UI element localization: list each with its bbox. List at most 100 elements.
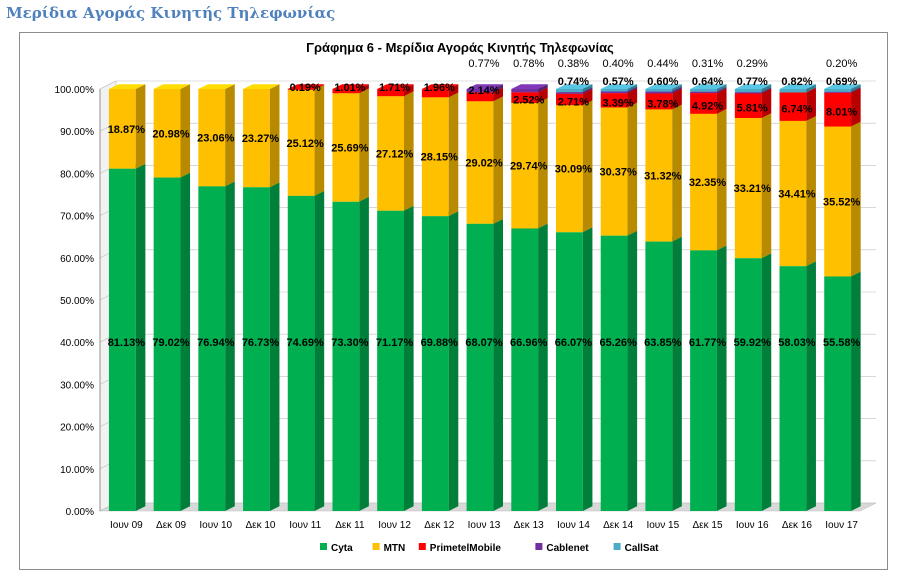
bar-side bbox=[404, 91, 414, 211]
legend-swatch bbox=[613, 543, 621, 550]
bar-segment bbox=[556, 93, 583, 106]
bar-top bbox=[332, 84, 369, 89]
bar-segment bbox=[332, 93, 360, 202]
bar-top bbox=[466, 84, 504, 89]
bar-segment bbox=[421, 216, 449, 512]
bar-segment bbox=[645, 241, 673, 512]
bar-side bbox=[672, 236, 682, 512]
y-tick-label: 30.00% bbox=[60, 380, 94, 391]
bar-segment bbox=[108, 168, 136, 511]
bar-segment bbox=[287, 89, 315, 196]
bar-segment bbox=[824, 276, 852, 511]
data-label: 55.58% bbox=[823, 337, 861, 349]
bar-segment bbox=[377, 210, 404, 511]
bar-top bbox=[153, 84, 191, 89]
bar-side bbox=[582, 84, 593, 93]
data-label: 59.92% bbox=[734, 337, 772, 349]
bar-segment bbox=[243, 89, 270, 188]
y-tick-label: 60.00% bbox=[60, 254, 94, 265]
bar-side bbox=[672, 86, 682, 94]
legend-label: MTN bbox=[384, 543, 406, 554]
data-label: 31.32% bbox=[644, 170, 682, 182]
bar-side bbox=[851, 271, 861, 511]
data-label: 6.74% bbox=[781, 104, 812, 116]
bar-side bbox=[627, 102, 638, 236]
bar-side bbox=[493, 87, 504, 102]
legend-label: Cablenet bbox=[546, 543, 589, 554]
bar-side bbox=[314, 85, 325, 196]
bar-side bbox=[359, 84, 369, 94]
bar-side bbox=[269, 182, 280, 511]
data-label: 0.31% bbox=[692, 58, 723, 70]
data-label: 65.26% bbox=[599, 337, 637, 349]
data-label: 28.15% bbox=[421, 152, 459, 164]
bar-side bbox=[404, 84, 414, 97]
data-label: 23.06% bbox=[197, 133, 235, 145]
bar-side bbox=[538, 84, 548, 93]
bar-side bbox=[851, 87, 861, 127]
x-tick-label: Δεκ 14 bbox=[603, 520, 633, 531]
x-tick-label: Ιουν 10 bbox=[199, 520, 232, 531]
bar-segment bbox=[779, 89, 807, 93]
legend-label: PrimetelMobile bbox=[430, 543, 502, 554]
x-tick-label: Δεκ 16 bbox=[782, 520, 812, 531]
bar-segment bbox=[153, 89, 181, 178]
legend-label: Cyta bbox=[331, 543, 353, 554]
data-label: 61.77% bbox=[689, 337, 727, 349]
bar-side bbox=[627, 88, 638, 108]
x-tick-label: Ιουν 09 bbox=[110, 520, 143, 531]
bar-side bbox=[359, 88, 369, 202]
bar-segment bbox=[198, 89, 226, 187]
x-tick-label: Ιουν 16 bbox=[736, 520, 769, 531]
data-label: 0.38% bbox=[558, 58, 589, 70]
data-label: 66.96% bbox=[510, 337, 548, 349]
data-label: 0.20% bbox=[826, 58, 857, 70]
y-tick-label: 90.00% bbox=[60, 127, 94, 138]
bar-segment bbox=[645, 93, 673, 110]
data-label: 2.52% bbox=[513, 95, 544, 107]
bar-side bbox=[538, 98, 548, 229]
data-label: 1.71% bbox=[379, 82, 410, 94]
data-label: 0.77% bbox=[737, 76, 768, 88]
x-tick-label: Δεκ 13 bbox=[514, 520, 544, 531]
bar-segment bbox=[779, 92, 807, 121]
bar-segment bbox=[645, 91, 673, 94]
x-tick-label: Ιουν 17 bbox=[825, 520, 858, 531]
bar-segment bbox=[734, 92, 762, 94]
bar-segment bbox=[556, 105, 583, 233]
data-label: 8.01% bbox=[826, 107, 857, 119]
bar-side bbox=[314, 84, 325, 90]
bar-side bbox=[225, 181, 235, 512]
gridline-depth bbox=[99, 80, 117, 90]
y-tick-label: 70.00% bbox=[60, 212, 94, 223]
bar-segment bbox=[600, 89, 628, 92]
bar-side bbox=[582, 87, 593, 94]
bar-top bbox=[645, 84, 682, 90]
bar-top bbox=[377, 84, 414, 89]
bar-segment bbox=[779, 266, 807, 511]
bar-segment bbox=[556, 232, 583, 511]
data-label: 32.35% bbox=[689, 177, 727, 189]
bar-side bbox=[493, 218, 504, 512]
bar-side bbox=[582, 227, 593, 512]
bar-segment bbox=[421, 97, 449, 217]
data-label: 58.03% bbox=[778, 337, 816, 349]
bar-segment bbox=[556, 92, 583, 94]
data-label: 73.30% bbox=[331, 337, 369, 349]
bar-top bbox=[198, 84, 235, 89]
data-label: 81.13% bbox=[108, 337, 146, 349]
bar-segment bbox=[511, 102, 539, 229]
data-label: 25.69% bbox=[331, 142, 369, 154]
data-label: 0.29% bbox=[737, 58, 768, 70]
data-label: 1.96% bbox=[424, 82, 455, 94]
bar-side bbox=[806, 84, 816, 93]
bar-side bbox=[761, 88, 772, 118]
bar-side bbox=[806, 87, 816, 121]
bar-top bbox=[779, 84, 816, 89]
bar-segment bbox=[466, 92, 494, 102]
bar-side bbox=[627, 86, 638, 94]
bar-side bbox=[269, 84, 280, 188]
bar-side bbox=[716, 88, 727, 114]
bar-side bbox=[404, 205, 414, 511]
x-tick-label: Ιουν 15 bbox=[646, 520, 679, 531]
